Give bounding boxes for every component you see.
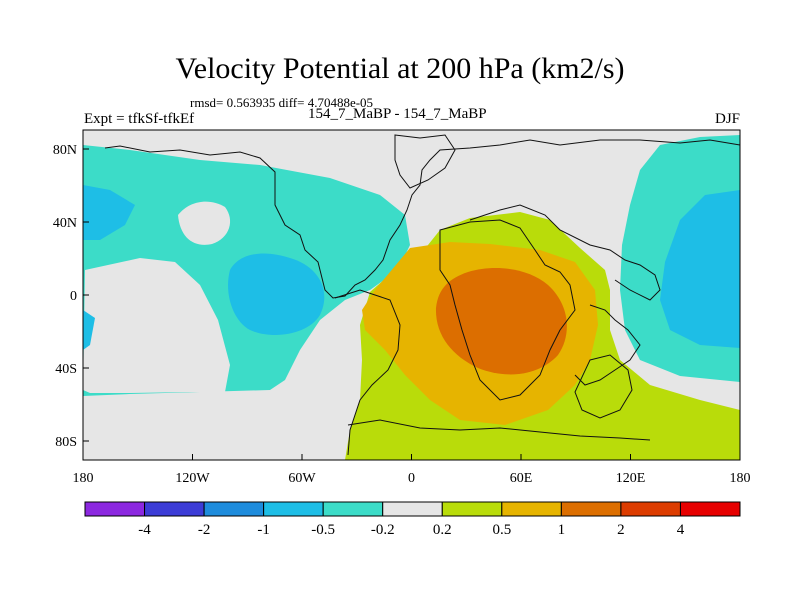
- x-tick-label: 60E: [510, 471, 533, 486]
- colorbar-labels: -4 -2 -1 -0.5 -0.2 0.2 0.5 1 2 4: [138, 522, 684, 538]
- colorbar-label: 1: [558, 522, 566, 538]
- coastline-eurasia: [469, 204, 661, 301]
- negative-region-west-core-1: [83, 185, 135, 240]
- contour-field: [83, 130, 740, 460]
- experiment-label: Expt = tfkSf-tfkEf: [84, 111, 195, 127]
- coastline-antarctica: [347, 419, 651, 441]
- stats-label: rmsd= 0.563935 diff= 4.70488e-05: [190, 95, 374, 110]
- colorbar-swatch: [84, 501, 146, 517]
- x-tick-label: 60W: [288, 471, 316, 486]
- coastline-maritime: [574, 304, 641, 386]
- colorbar-swatch: [560, 501, 622, 517]
- y-tick-label: 80S: [55, 435, 77, 450]
- colorbar-swatch: [441, 501, 503, 517]
- x-tick-label: 0: [408, 471, 415, 486]
- colorbar: [84, 501, 741, 517]
- colorbar-label: 2: [617, 522, 625, 538]
- coastline-greenland: [394, 134, 456, 189]
- coastline-north-america: [104, 139, 740, 299]
- colorbar-label: 0.2: [433, 522, 452, 538]
- colorbar-swatch: [382, 501, 443, 517]
- y-tick-label: 40N: [53, 216, 77, 231]
- x-tick-label: 180: [730, 471, 751, 486]
- coastlines: [104, 134, 740, 456]
- coastline-australia: [574, 354, 633, 419]
- colorbar-label: -1: [257, 522, 270, 538]
- y-tick-label: 40S: [55, 362, 77, 377]
- colorbar-swatch: [144, 501, 205, 517]
- colorbar-swatch: [263, 501, 324, 517]
- colorbar-label: 0.5: [492, 522, 511, 538]
- colorbar-swatch: [620, 501, 681, 517]
- colorbar-swatch: [679, 501, 741, 517]
- x-tick-label: 120W: [175, 471, 210, 486]
- coastline-south-america: [334, 289, 401, 456]
- negative-region-west-core-2: [83, 310, 95, 350]
- y-tick-label: 80N: [53, 143, 77, 158]
- coastline-africa: [439, 219, 576, 401]
- season-label: DJF: [714, 111, 740, 127]
- colorbar-label: -4: [138, 522, 151, 538]
- positive-region-strong: [435, 268, 567, 375]
- colorbar-label: 4: [677, 522, 685, 538]
- x-tick-marks: [82, 454, 741, 460]
- y-tick-labels: 80N 40N 0 40S 80S: [53, 143, 77, 450]
- negative-region-west-light-2: [178, 201, 231, 245]
- negative-region-east-core: [660, 190, 740, 348]
- y-tick-marks: [83, 148, 89, 442]
- colorbar-swatch: [322, 501, 384, 517]
- x-tick-label: 180: [73, 471, 94, 486]
- case-label: 154_7_MaBP - 154_7_MaBP: [308, 106, 487, 122]
- x-tick-labels: 180 120W 60W 0 60E 120E 180: [73, 471, 751, 486]
- colorbar-label: -0.2: [371, 522, 395, 538]
- colorbar-label: -2: [198, 522, 211, 538]
- chart-title: Velocity Potential at 200 hPa (km2/s): [175, 52, 625, 85]
- y-tick-label: 0: [70, 289, 77, 304]
- colorbar-swatch: [203, 501, 265, 517]
- colorbar-swatch: [501, 501, 562, 517]
- negative-region-central-core: [228, 253, 325, 335]
- negative-region-west-light-1: [83, 258, 230, 393]
- colorbar-label: -0.5: [311, 522, 335, 538]
- x-tick-label: 120E: [616, 471, 646, 486]
